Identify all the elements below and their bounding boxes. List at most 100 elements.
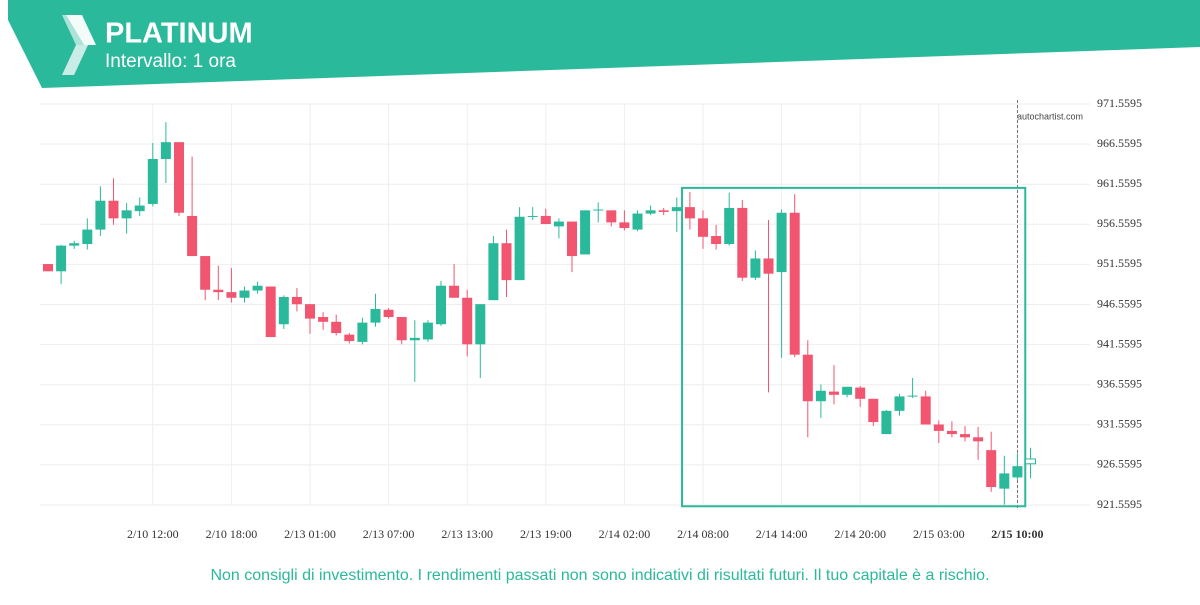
- x-tick-label: 2/13 13:00: [441, 527, 493, 541]
- candle-body: [802, 354, 813, 402]
- candle-body: [789, 212, 800, 355]
- y-tick-label: 941.5595: [1097, 336, 1142, 350]
- candle-body: [567, 221, 577, 257]
- x-tick-label: 2/14 02:00: [599, 527, 651, 541]
- candle-body: [383, 309, 394, 318]
- x-tick-label: 2/13 01:00: [284, 527, 336, 541]
- candle-body: [409, 337, 420, 341]
- candle-body: [265, 286, 276, 338]
- banner: [8, 0, 1200, 88]
- x-tick-label: 2/14 08:00: [677, 527, 729, 541]
- candle-body: [305, 304, 315, 319]
- y-tick-label: 921.5595: [1097, 497, 1142, 511]
- candle-body: [698, 218, 708, 237]
- candle-body: [855, 387, 866, 399]
- candle-body: [147, 159, 158, 204]
- y-tick-label: 966.5595: [1097, 136, 1142, 150]
- candle-body: [462, 297, 473, 345]
- candle-body: [69, 243, 80, 246]
- candle-body: [95, 200, 106, 230]
- candle-body: [999, 473, 1010, 489]
- x-tick-label: 2/10 18:00: [206, 527, 258, 541]
- candle-body: [174, 142, 184, 213]
- candle-body: [632, 213, 643, 230]
- candle-body: [894, 396, 905, 411]
- candle-body: [43, 264, 53, 272]
- candle-body: [763, 258, 774, 274]
- candle-body: [829, 391, 839, 395]
- candle-body: [108, 200, 119, 219]
- candle-body: [540, 215, 551, 224]
- candle-body: [868, 398, 879, 423]
- x-tick-label: 2/15 10:00: [991, 527, 1043, 541]
- candle-body: [134, 205, 145, 212]
- candle-body: [344, 334, 355, 342]
- candle-body: [619, 222, 630, 228]
- candle-body: [396, 317, 407, 341]
- candle-body: [671, 207, 682, 212]
- candle-body: [1012, 466, 1023, 478]
- candle-body: [606, 210, 617, 223]
- y-tick-label: 961.5595: [1097, 176, 1142, 190]
- candle-body: [920, 396, 931, 425]
- candle-body: [658, 210, 669, 212]
- candle-body: [684, 207, 695, 219]
- candle-body: [815, 390, 826, 402]
- y-tick-label: 971.5595: [1097, 96, 1142, 110]
- x-tick-label: 2/13 19:00: [520, 527, 572, 541]
- candle-body: [973, 437, 984, 442]
- candle-body: [226, 292, 237, 298]
- candle-body: [278, 296, 289, 325]
- subtitle: Intervallo: 1 ora: [105, 51, 236, 72]
- candle-body: [724, 207, 735, 245]
- x-tick-label: 2/13 07:00: [363, 527, 415, 541]
- y-tick-label: 926.5595: [1097, 457, 1142, 471]
- candle-body: [357, 322, 368, 342]
- disclaimer: Non consigli di investimento. I rendimen…: [210, 567, 989, 584]
- y-tick-label: 951.5595: [1097, 256, 1142, 270]
- candle-body: [488, 243, 499, 301]
- candle-body: [527, 215, 538, 217]
- y-tick-label: 936.5595: [1097, 376, 1142, 390]
- candle-body: [449, 285, 460, 298]
- x-tick-label: 2/15 03:00: [913, 527, 965, 541]
- title: PLATINUM: [105, 18, 253, 50]
- x-tick-label: 2/10 12:00: [127, 527, 179, 541]
- y-tick-label: 931.5595: [1097, 417, 1142, 431]
- logo-mid: [62, 15, 84, 45]
- candle-body: [331, 321, 342, 334]
- x-tick-label: 2/14 20:00: [834, 527, 886, 541]
- candle-body: [776, 212, 787, 273]
- candle-body: [946, 430, 957, 435]
- pattern-box: [681, 186, 1027, 508]
- candle-body: [318, 317, 329, 322]
- x-tick-label: 2/14 14:00: [756, 527, 808, 541]
- candle-body: [907, 395, 918, 397]
- candle-body: [200, 256, 211, 290]
- candle-body: [436, 285, 446, 325]
- candle-body: [986, 450, 997, 488]
- candle-body: [213, 289, 224, 293]
- candle-body: [291, 296, 302, 305]
- candle-body: [187, 215, 198, 257]
- candle-body: [711, 236, 722, 245]
- candle-body: [370, 308, 381, 323]
- candle-body: [475, 304, 486, 345]
- candle-body: [645, 210, 656, 214]
- candle-body: [1025, 458, 1036, 465]
- y-tick-label: 946.5595: [1097, 296, 1142, 310]
- logo-bottom: [62, 45, 88, 75]
- candle-body: [737, 207, 748, 278]
- candle-body: [121, 210, 132, 219]
- candle-body: [580, 210, 591, 255]
- candle-body: [933, 424, 944, 431]
- candle-body: [960, 434, 970, 438]
- logo-top: [66, 15, 96, 45]
- candle-body: [56, 245, 67, 272]
- candle-body: [422, 322, 433, 340]
- y-tick-label: 956.5595: [1097, 216, 1142, 230]
- candle-body: [239, 290, 250, 298]
- candle-body: [750, 258, 761, 278]
- watermark: autochartist.com: [1017, 111, 1083, 121]
